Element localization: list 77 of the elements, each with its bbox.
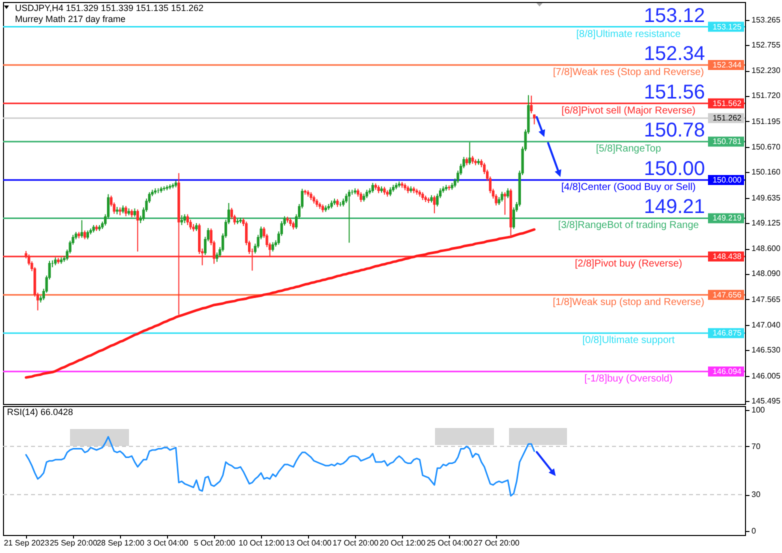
y-tick-label: 151.720 [752,91,781,100]
x-tick-label: 20 Oct 12:00 [380,538,426,548]
candlestick [433,195,436,214]
y-tick-label: 0 [752,526,756,536]
candlestick [186,214,189,226]
y-tick-label: 149.635 [752,193,781,202]
candlestick [468,142,471,166]
candlestick [500,191,504,202]
y2-tick-label: 153.125 [712,22,742,32]
y-tick-label: 147.040 [752,320,781,330]
ref-line-label: [8/8]Ultimate resistance [576,28,682,40]
y2-tick-label: 152.344 [712,60,742,70]
y-tick-label: 70 [752,442,761,451]
y2-tick-label: 150.000 [712,175,742,184]
ref-line-label: [-1/8]buy (Oversold) [584,373,673,384]
candlestick [371,182,374,194]
ref-line-label: [4/8]Center (Good Buy or Sell) [561,182,696,193]
y-tick-label: 30 [752,490,761,500]
candlestick [504,192,506,216]
x-tick-label: 21 Sep 2023 [4,538,50,548]
candlestick [272,242,274,252]
y2-tick-label: 151.262 [712,114,742,123]
annotation: 149.21 [644,196,705,218]
y2-tick-label: 146.094 [712,366,742,376]
y-tick-label: 147.565 [752,294,781,304]
chart-title: RSI(14) 66.0428 [7,407,74,417]
y2-tick-label: 150.781 [712,137,742,146]
ref-line-label: [5/8]RangeTop [596,144,662,155]
x-tick-label: 25 Sep 20:00 [50,538,98,548]
candlestick [80,220,84,238]
ref-line-label: [6/8]Pivot sell (Major Reverse) [562,105,696,116]
x-tick-label: 3 Oct 04:00 [146,538,189,548]
annotation: 150.78 [644,120,705,142]
y-tick-label: 150.670 [752,142,781,152]
x-tick-label: 5 Oct 20:00 [194,538,236,548]
annotation: 152.34 [644,43,705,66]
ref-line-label: [7/8]Weak res (Stop and Reverse) [553,67,704,78]
y2-tick-label: 147.656 [712,290,742,300]
ref-line-label: [2/8]Pivot buy (Reverse) [574,258,682,270]
y-tick-label: 148.090 [752,269,781,278]
y2-tick-label: 151.562 [712,98,742,108]
ref-line-label: [1/8]Weak sup (stop and Reverse) [552,296,704,308]
text: Murrey Math 217 day frame [15,14,126,24]
x-tick-label: 27 Oct 20:00 [474,538,520,548]
candlestick [360,192,362,203]
annotation: 153.12 [644,4,705,27]
candlestick [506,188,510,199]
x-tick-label: 10 Oct 12:00 [238,538,286,548]
ref-line-label: [0/8]Ultimate support [582,335,675,346]
candlestick [136,208,139,252]
line-series [25,436,536,497]
x-tick-label: 13 Oct 04:00 [286,538,332,548]
y-tick-label: 149.125 [752,218,781,228]
y-tick-label: 152.230 [752,66,781,76]
annotation: 150.00 [644,158,705,180]
y-tick-label: 145.495 [752,396,781,406]
y-tick-label: 146.530 [752,346,781,355]
x-tick-label: 25 Oct 04:00 [426,538,474,548]
annotation: 151.56 [644,81,705,104]
candlestick [180,214,184,226]
candlestick [124,205,128,217]
y-tick-label: 150.160 [752,168,781,177]
y-tick-label: 146.005 [752,371,781,380]
line-series [24,228,536,379]
chart-title: USDJPY,H4 151.329 151.339 151.135 151.262 [15,3,204,13]
x-tick-label: 28 Sep 12:00 [96,538,145,548]
y-tick-label: 152.755 [752,40,781,50]
y-tick-label: 151.195 [752,116,781,126]
y-tick-label: 100 [752,406,766,415]
y2-tick-label: 149.219 [712,214,742,223]
y-tick-label: 153.265 [752,15,781,24]
candlestick [348,189,350,244]
y2-tick-label: 146.875 [712,328,742,338]
y2-tick-label: 148.438 [712,252,742,262]
y-tick-label: 148.600 [752,244,781,254]
x-tick-label: 17 Oct 20:00 [332,538,380,548]
ref-line-label: [3/8]RangeBot of trading Range [558,220,700,232]
